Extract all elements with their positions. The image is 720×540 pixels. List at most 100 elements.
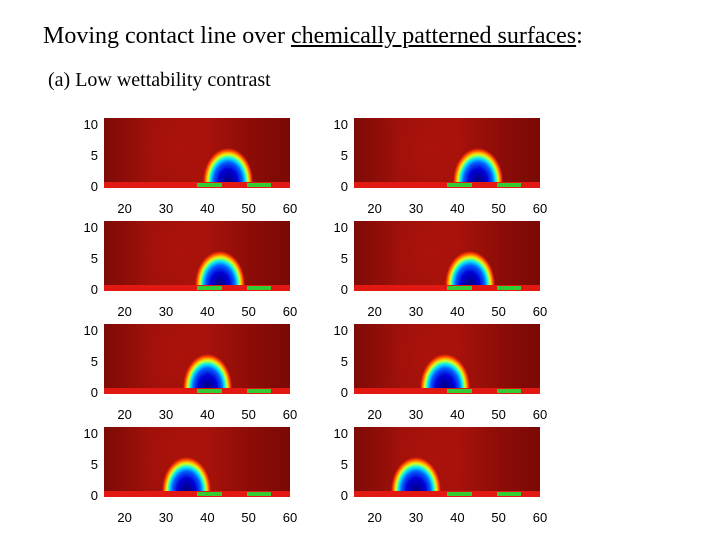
y-tick-label: 5	[340, 148, 348, 163]
x-tick-label: 30	[408, 201, 424, 216]
y-tick-label: 0	[90, 385, 98, 400]
y-tick-label: 10	[83, 426, 98, 441]
y-tick-label: 0	[90, 179, 98, 194]
x-tick-label: 40	[200, 304, 215, 319]
x-tick-label: 50	[241, 201, 256, 216]
fluid-field	[104, 118, 290, 182]
wettable-stripe	[197, 286, 222, 290]
x-tick-label: 20	[367, 201, 382, 216]
y-tick-label: 10	[333, 117, 348, 132]
x-tick-label: 60	[282, 407, 298, 422]
y-tick-label: 0	[340, 179, 348, 194]
simulation-panel-r1c1: 10 5 0 20 30 40 50 60	[0, 117, 297, 220]
y-tick-label: 5	[90, 457, 98, 472]
wettable-stripe	[447, 286, 472, 290]
simulation-panel-r3c2: 10 5 0 20 30 40 50 60	[250, 323, 547, 426]
y-tick-label: 5	[90, 148, 98, 163]
fluid-field	[354, 118, 540, 182]
y-tick-label: 0	[90, 488, 98, 503]
x-tick-label: 30	[158, 407, 174, 422]
contour-plot	[354, 118, 540, 188]
title-underlined: chemically patterned surfaces	[290, 23, 577, 49]
subtitle: (a) Low wettability contrast	[48, 69, 271, 91]
x-tick-label: 50	[491, 201, 506, 216]
x-tick-label: 50	[491, 510, 506, 525]
y-tick-label: 0	[340, 282, 348, 297]
contour-plot	[104, 324, 290, 394]
wettable-stripe	[246, 389, 272, 393]
x-tick-label: 30	[408, 510, 424, 525]
contour-plot	[104, 221, 290, 291]
simulation-panel-r2c1: 10 5 0 20 30 40 50 60	[0, 220, 297, 323]
wettable-stripe	[246, 286, 272, 290]
x-tick-label: 40	[200, 510, 215, 525]
x-tick-label: 30	[158, 201, 174, 216]
x-tick-label: 60	[282, 201, 298, 216]
x-tick-label: 20	[367, 510, 382, 525]
x-tick-label: 20	[367, 304, 382, 319]
wettable-stripe	[447, 492, 472, 496]
wettable-stripe	[246, 183, 272, 187]
title-prefix: Moving contact line over	[43, 23, 291, 49]
wettable-stripe	[496, 389, 522, 393]
wettable-stripe	[447, 183, 472, 187]
y-tick-label: 0	[90, 282, 98, 297]
x-tick-label: 20	[117, 201, 132, 216]
page-title: Moving contact line over chemically patt…	[43, 20, 583, 52]
y-tick-label: 10	[333, 323, 348, 338]
y-tick-label: 0	[340, 488, 348, 503]
x-tick-label: 20	[117, 304, 132, 319]
x-tick-label: 30	[158, 304, 174, 319]
wettable-stripe	[496, 286, 522, 290]
x-tick-label: 20	[367, 407, 382, 422]
simulation-panel-r1c2: 10 5 0 20 30 40 50 60	[250, 117, 547, 220]
x-tick-label: 60	[532, 510, 548, 525]
x-tick-label: 20	[117, 407, 132, 422]
x-tick-label: 60	[282, 304, 298, 319]
y-tick-label: 10	[83, 117, 98, 132]
x-tick-label: 50	[241, 407, 256, 422]
x-tick-label: 30	[408, 407, 424, 422]
wettable-stripe	[197, 492, 222, 496]
wettable-stripe	[447, 389, 472, 393]
y-tick-label: 10	[333, 220, 348, 235]
wettable-stripe	[496, 183, 522, 187]
y-tick-label: 5	[90, 354, 98, 369]
y-tick-label: 5	[340, 354, 348, 369]
x-tick-label: 40	[450, 304, 465, 319]
wettable-stripe	[197, 183, 222, 187]
x-tick-label: 60	[532, 304, 548, 319]
simulation-panel-r2c2: 10 5 0 20 30 40 50 60	[250, 220, 547, 323]
y-tick-label: 5	[90, 251, 98, 266]
contour-plot	[354, 427, 540, 497]
simulation-panel-r3c1: 10 5 0 20 30 40 50 60	[0, 324, 297, 426]
x-tick-label: 50	[491, 304, 506, 319]
x-tick-label: 50	[241, 510, 256, 525]
y-tick-label: 10	[83, 220, 98, 235]
x-tick-label: 30	[158, 510, 174, 525]
x-tick-label: 50	[491, 407, 506, 422]
x-tick-label: 60	[532, 201, 548, 216]
wettable-stripe	[246, 492, 272, 496]
y-tick-label: 5	[340, 457, 348, 472]
wettable-stripe	[496, 492, 522, 496]
x-tick-label: 60	[532, 407, 548, 422]
contour-plot	[354, 324, 540, 394]
fluid-field	[354, 427, 540, 491]
contour-plot	[104, 118, 290, 188]
x-tick-label: 40	[450, 201, 465, 216]
title-suffix: :	[576, 23, 583, 49]
x-tick-label: 50	[241, 304, 256, 319]
x-tick-label: 60	[282, 510, 298, 525]
x-tick-label: 40	[200, 407, 215, 422]
simulation-panel-r4c1: 10 5 0 20 30 40 50 60	[0, 426, 297, 529]
x-tick-label: 20	[117, 510, 132, 525]
wettable-stripe	[197, 389, 222, 393]
y-tick-label: 5	[340, 251, 348, 266]
x-tick-label: 30	[408, 304, 424, 319]
simulation-panel-r4c2: 10 5 0 20 30 40 50 60	[250, 427, 547, 529]
contour-plot	[354, 221, 540, 291]
x-tick-label: 40	[450, 510, 465, 525]
x-tick-label: 40	[450, 407, 465, 422]
contour-plot	[104, 427, 290, 497]
